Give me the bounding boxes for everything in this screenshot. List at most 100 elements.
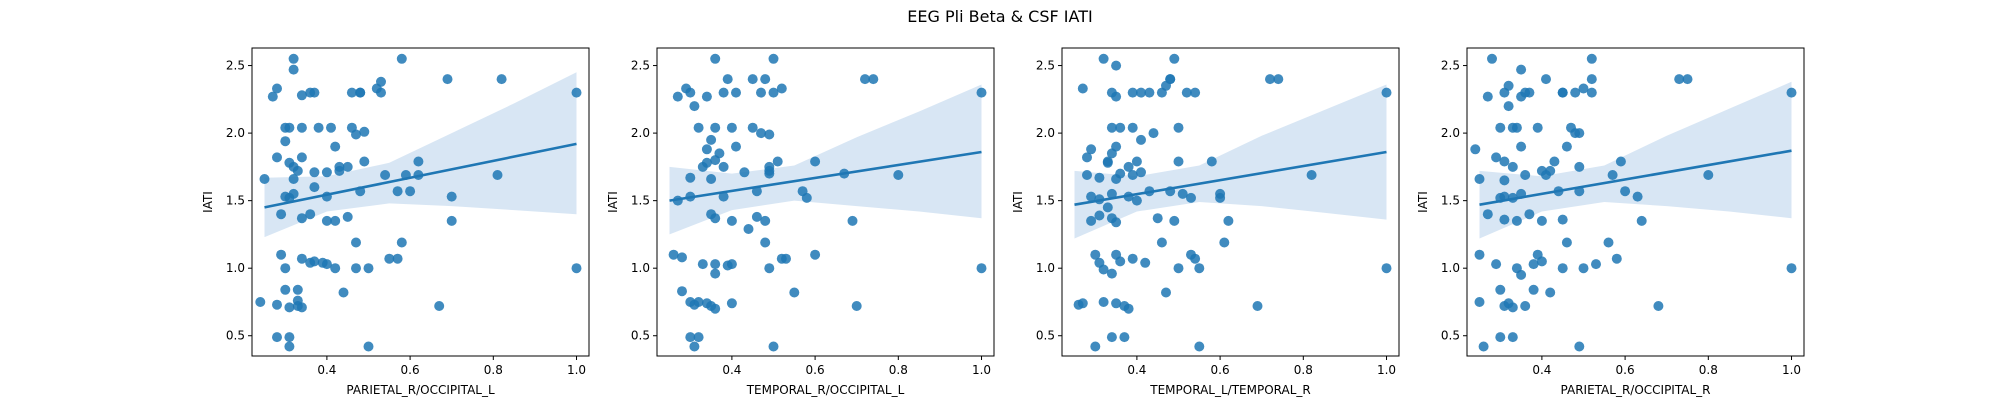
data-point xyxy=(760,215,771,226)
x-tick-label: 0.4 xyxy=(1127,363,1146,377)
data-point xyxy=(1094,210,1105,221)
scatter-points xyxy=(668,53,987,352)
data-point xyxy=(1082,170,1092,180)
data-point xyxy=(1536,215,1547,226)
data-point xyxy=(743,224,754,234)
data-point xyxy=(280,136,291,147)
y-tick-label: 0.5 xyxy=(631,329,650,343)
data-point xyxy=(1495,122,1506,133)
data-point xyxy=(296,253,307,264)
data-point xyxy=(272,83,282,94)
data-point xyxy=(693,122,704,133)
data-point xyxy=(259,174,270,184)
confidence-band xyxy=(1479,81,1792,239)
data-point xyxy=(309,167,320,178)
data-point xyxy=(1549,156,1560,167)
data-point xyxy=(731,87,741,98)
regression-line xyxy=(264,142,577,209)
data-point xyxy=(446,215,457,226)
data-point xyxy=(396,237,407,248)
data-point xyxy=(1131,195,1142,206)
data-point xyxy=(1557,87,1568,98)
y-tick-label: 1.0 xyxy=(1036,261,1055,275)
data-point xyxy=(376,76,386,87)
data-point xyxy=(1545,165,1556,176)
data-point xyxy=(697,259,708,270)
data-point xyxy=(1636,215,1647,226)
data-point xyxy=(1223,215,1234,226)
x-axis-label: TEMPORAL_R/OCCIPITAL_L xyxy=(746,383,905,397)
data-point xyxy=(747,122,758,133)
data-point xyxy=(1127,253,1138,264)
data-point xyxy=(718,161,729,172)
data-point xyxy=(276,249,287,260)
data-point xyxy=(321,167,332,178)
data-point xyxy=(1786,263,1797,274)
data-point xyxy=(710,213,721,224)
x-tick-label: 1.0 xyxy=(567,363,586,377)
y-tick-label: 2.5 xyxy=(631,59,650,73)
data-point xyxy=(1478,341,1489,352)
y-tick-label: 1.5 xyxy=(1036,194,1055,208)
data-point xyxy=(1516,141,1527,152)
data-point xyxy=(351,263,361,274)
data-point xyxy=(434,301,445,311)
data-point xyxy=(1265,74,1275,85)
data-point xyxy=(1106,332,1117,343)
x-tick-label: 1.0 xyxy=(972,363,991,377)
data-point xyxy=(1106,188,1117,199)
data-point xyxy=(296,90,307,101)
data-point xyxy=(272,332,282,343)
data-point xyxy=(1532,122,1543,133)
data-point xyxy=(284,332,295,343)
data-point xyxy=(1516,269,1527,280)
y-tick-label: 1.0 xyxy=(226,261,245,275)
data-point xyxy=(1528,259,1539,270)
data-point xyxy=(701,144,712,155)
data-point xyxy=(726,122,737,133)
data-point xyxy=(1165,74,1176,85)
data-point xyxy=(693,297,704,307)
data-point xyxy=(1474,249,1485,260)
data-point xyxy=(789,287,800,298)
data-point xyxy=(334,165,345,176)
data-point xyxy=(1557,263,1568,274)
data-point xyxy=(1557,214,1568,225)
plot-frame xyxy=(1061,47,1400,357)
data-point xyxy=(446,191,457,202)
data-point xyxy=(1520,170,1531,180)
data-point xyxy=(405,186,416,197)
x-tick-label: 0.8 xyxy=(1699,363,1718,377)
y-tick-label: 2.5 xyxy=(1441,59,1460,73)
data-point xyxy=(851,301,862,311)
data-point xyxy=(810,156,821,167)
x-tick-label: 0.6 xyxy=(401,363,420,377)
data-point xyxy=(1090,341,1101,352)
data-point xyxy=(1511,122,1522,133)
data-point xyxy=(701,91,712,102)
data-point xyxy=(764,129,775,140)
y-axis-label: IATI xyxy=(201,191,215,213)
y-tick-label: 1.5 xyxy=(631,194,650,208)
x-tick-label: 0.8 xyxy=(484,363,503,377)
data-point xyxy=(1507,161,1518,172)
data-point xyxy=(296,302,307,313)
data-point xyxy=(272,152,282,163)
y-tick-label: 0.5 xyxy=(1441,329,1460,343)
data-point xyxy=(726,298,737,309)
plot-frame xyxy=(1466,47,1805,357)
data-point xyxy=(976,87,987,98)
data-point xyxy=(288,53,299,64)
data-point xyxy=(1503,80,1514,91)
data-point xyxy=(351,237,361,248)
x-tick-label: 1.0 xyxy=(1377,363,1396,377)
data-point xyxy=(1127,87,1138,98)
y-tick-label: 0.5 xyxy=(226,329,245,343)
y-tick-label: 1.0 xyxy=(1441,261,1460,275)
data-point xyxy=(284,341,295,352)
data-point xyxy=(1482,209,1493,220)
data-point xyxy=(764,168,775,179)
data-point xyxy=(396,53,407,64)
data-point xyxy=(1491,152,1502,163)
data-point xyxy=(976,263,987,274)
